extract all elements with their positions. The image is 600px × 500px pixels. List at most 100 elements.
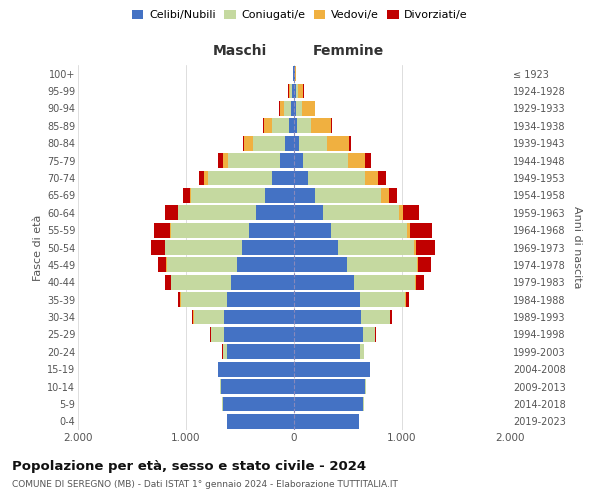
Bar bbox=[298, 84, 303, 98]
Bar bbox=[166, 240, 242, 255]
Bar bbox=[294, 206, 323, 220]
Bar bbox=[208, 170, 272, 186]
Bar bbox=[407, 222, 410, 238]
Bar bbox=[256, 206, 294, 220]
Bar bbox=[294, 327, 363, 342]
Bar bbox=[294, 136, 299, 150]
Bar bbox=[415, 275, 424, 289]
Bar bbox=[294, 396, 363, 411]
Bar bbox=[199, 170, 205, 186]
Bar bbox=[237, 258, 294, 272]
Bar bbox=[165, 275, 170, 289]
Bar bbox=[295, 66, 296, 81]
Bar bbox=[178, 206, 256, 220]
Bar bbox=[227, 292, 294, 307]
Bar bbox=[311, 118, 331, 133]
Bar bbox=[151, 240, 165, 255]
Bar bbox=[265, 188, 294, 202]
Bar bbox=[294, 170, 308, 186]
Bar bbox=[294, 379, 365, 394]
Bar bbox=[294, 414, 359, 428]
Bar bbox=[272, 118, 289, 133]
Bar bbox=[294, 275, 355, 289]
Text: Femmine: Femmine bbox=[313, 44, 383, 58]
Bar bbox=[190, 188, 191, 202]
Bar bbox=[218, 153, 223, 168]
Bar bbox=[167, 258, 237, 272]
Bar bbox=[272, 170, 294, 186]
Bar bbox=[328, 136, 349, 150]
Bar bbox=[291, 101, 294, 116]
Y-axis label: Anni di nascita: Anni di nascita bbox=[572, 206, 583, 289]
Bar bbox=[361, 310, 390, 324]
Bar bbox=[171, 275, 232, 289]
Bar bbox=[178, 292, 181, 307]
Bar bbox=[211, 327, 224, 342]
Bar bbox=[294, 84, 296, 98]
Bar bbox=[375, 327, 376, 342]
Bar bbox=[223, 153, 228, 168]
Text: Maschi: Maschi bbox=[213, 44, 267, 58]
Bar bbox=[244, 136, 253, 150]
Bar bbox=[296, 84, 298, 98]
Y-axis label: Fasce di età: Fasce di età bbox=[32, 214, 43, 280]
Bar bbox=[294, 344, 360, 359]
Bar bbox=[294, 240, 338, 255]
Bar bbox=[406, 292, 409, 307]
Bar bbox=[294, 118, 297, 133]
Bar bbox=[184, 188, 190, 202]
Text: Popolazione per età, sesso e stato civile - 2024: Popolazione per età, sesso e stato civil… bbox=[12, 460, 366, 473]
Bar bbox=[331, 222, 407, 238]
Bar bbox=[314, 188, 382, 202]
Bar bbox=[263, 118, 264, 133]
Bar bbox=[348, 153, 365, 168]
Bar bbox=[302, 101, 314, 116]
Bar bbox=[223, 396, 294, 411]
Bar bbox=[410, 222, 432, 238]
Bar bbox=[294, 188, 314, 202]
Bar bbox=[289, 84, 290, 98]
Bar bbox=[365, 153, 371, 168]
Bar bbox=[223, 344, 227, 359]
Bar bbox=[294, 362, 370, 376]
Text: COMUNE DI SEREGNO (MB) - Dati ISTAT 1° gennaio 2024 - Elaborazione TUTTITALIA.IT: COMUNE DI SEREGNO (MB) - Dati ISTAT 1° g… bbox=[12, 480, 398, 489]
Bar bbox=[365, 170, 378, 186]
Bar bbox=[415, 240, 435, 255]
Bar bbox=[360, 292, 405, 307]
Bar bbox=[414, 240, 415, 255]
Bar bbox=[232, 275, 294, 289]
Bar bbox=[264, 118, 272, 133]
Bar bbox=[286, 136, 294, 150]
Bar bbox=[294, 153, 302, 168]
Bar bbox=[181, 292, 227, 307]
Bar bbox=[389, 188, 397, 202]
Bar bbox=[224, 327, 294, 342]
Bar bbox=[224, 310, 294, 324]
Bar bbox=[292, 84, 294, 98]
Bar bbox=[294, 292, 360, 307]
Bar bbox=[417, 258, 418, 272]
Bar bbox=[308, 170, 365, 186]
Bar bbox=[302, 153, 348, 168]
Bar bbox=[248, 222, 294, 238]
Bar bbox=[218, 362, 294, 376]
Bar bbox=[242, 240, 294, 255]
Bar bbox=[355, 275, 415, 289]
Bar bbox=[227, 414, 294, 428]
Bar bbox=[158, 258, 166, 272]
Bar bbox=[296, 101, 302, 116]
Bar bbox=[331, 118, 332, 133]
Bar bbox=[314, 101, 316, 116]
Bar bbox=[284, 101, 291, 116]
Bar bbox=[280, 101, 284, 116]
Bar bbox=[360, 344, 364, 359]
Bar bbox=[280, 153, 294, 168]
Bar bbox=[191, 188, 265, 202]
Bar bbox=[253, 136, 286, 150]
Bar bbox=[378, 170, 386, 186]
Bar bbox=[294, 310, 361, 324]
Bar bbox=[279, 101, 280, 116]
Bar bbox=[382, 188, 389, 202]
Bar bbox=[205, 170, 208, 186]
Bar bbox=[299, 136, 328, 150]
